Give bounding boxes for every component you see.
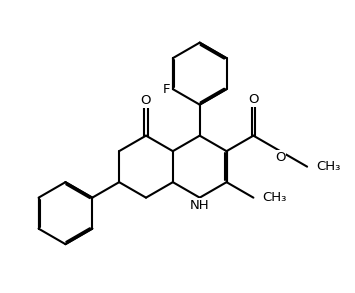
Text: CH₃: CH₃ bbox=[262, 191, 286, 204]
Text: O: O bbox=[248, 93, 259, 106]
Text: O: O bbox=[275, 151, 285, 164]
Text: CH₃: CH₃ bbox=[316, 160, 340, 173]
Text: NH: NH bbox=[190, 199, 209, 212]
Text: F: F bbox=[162, 83, 170, 96]
Text: O: O bbox=[141, 94, 151, 108]
